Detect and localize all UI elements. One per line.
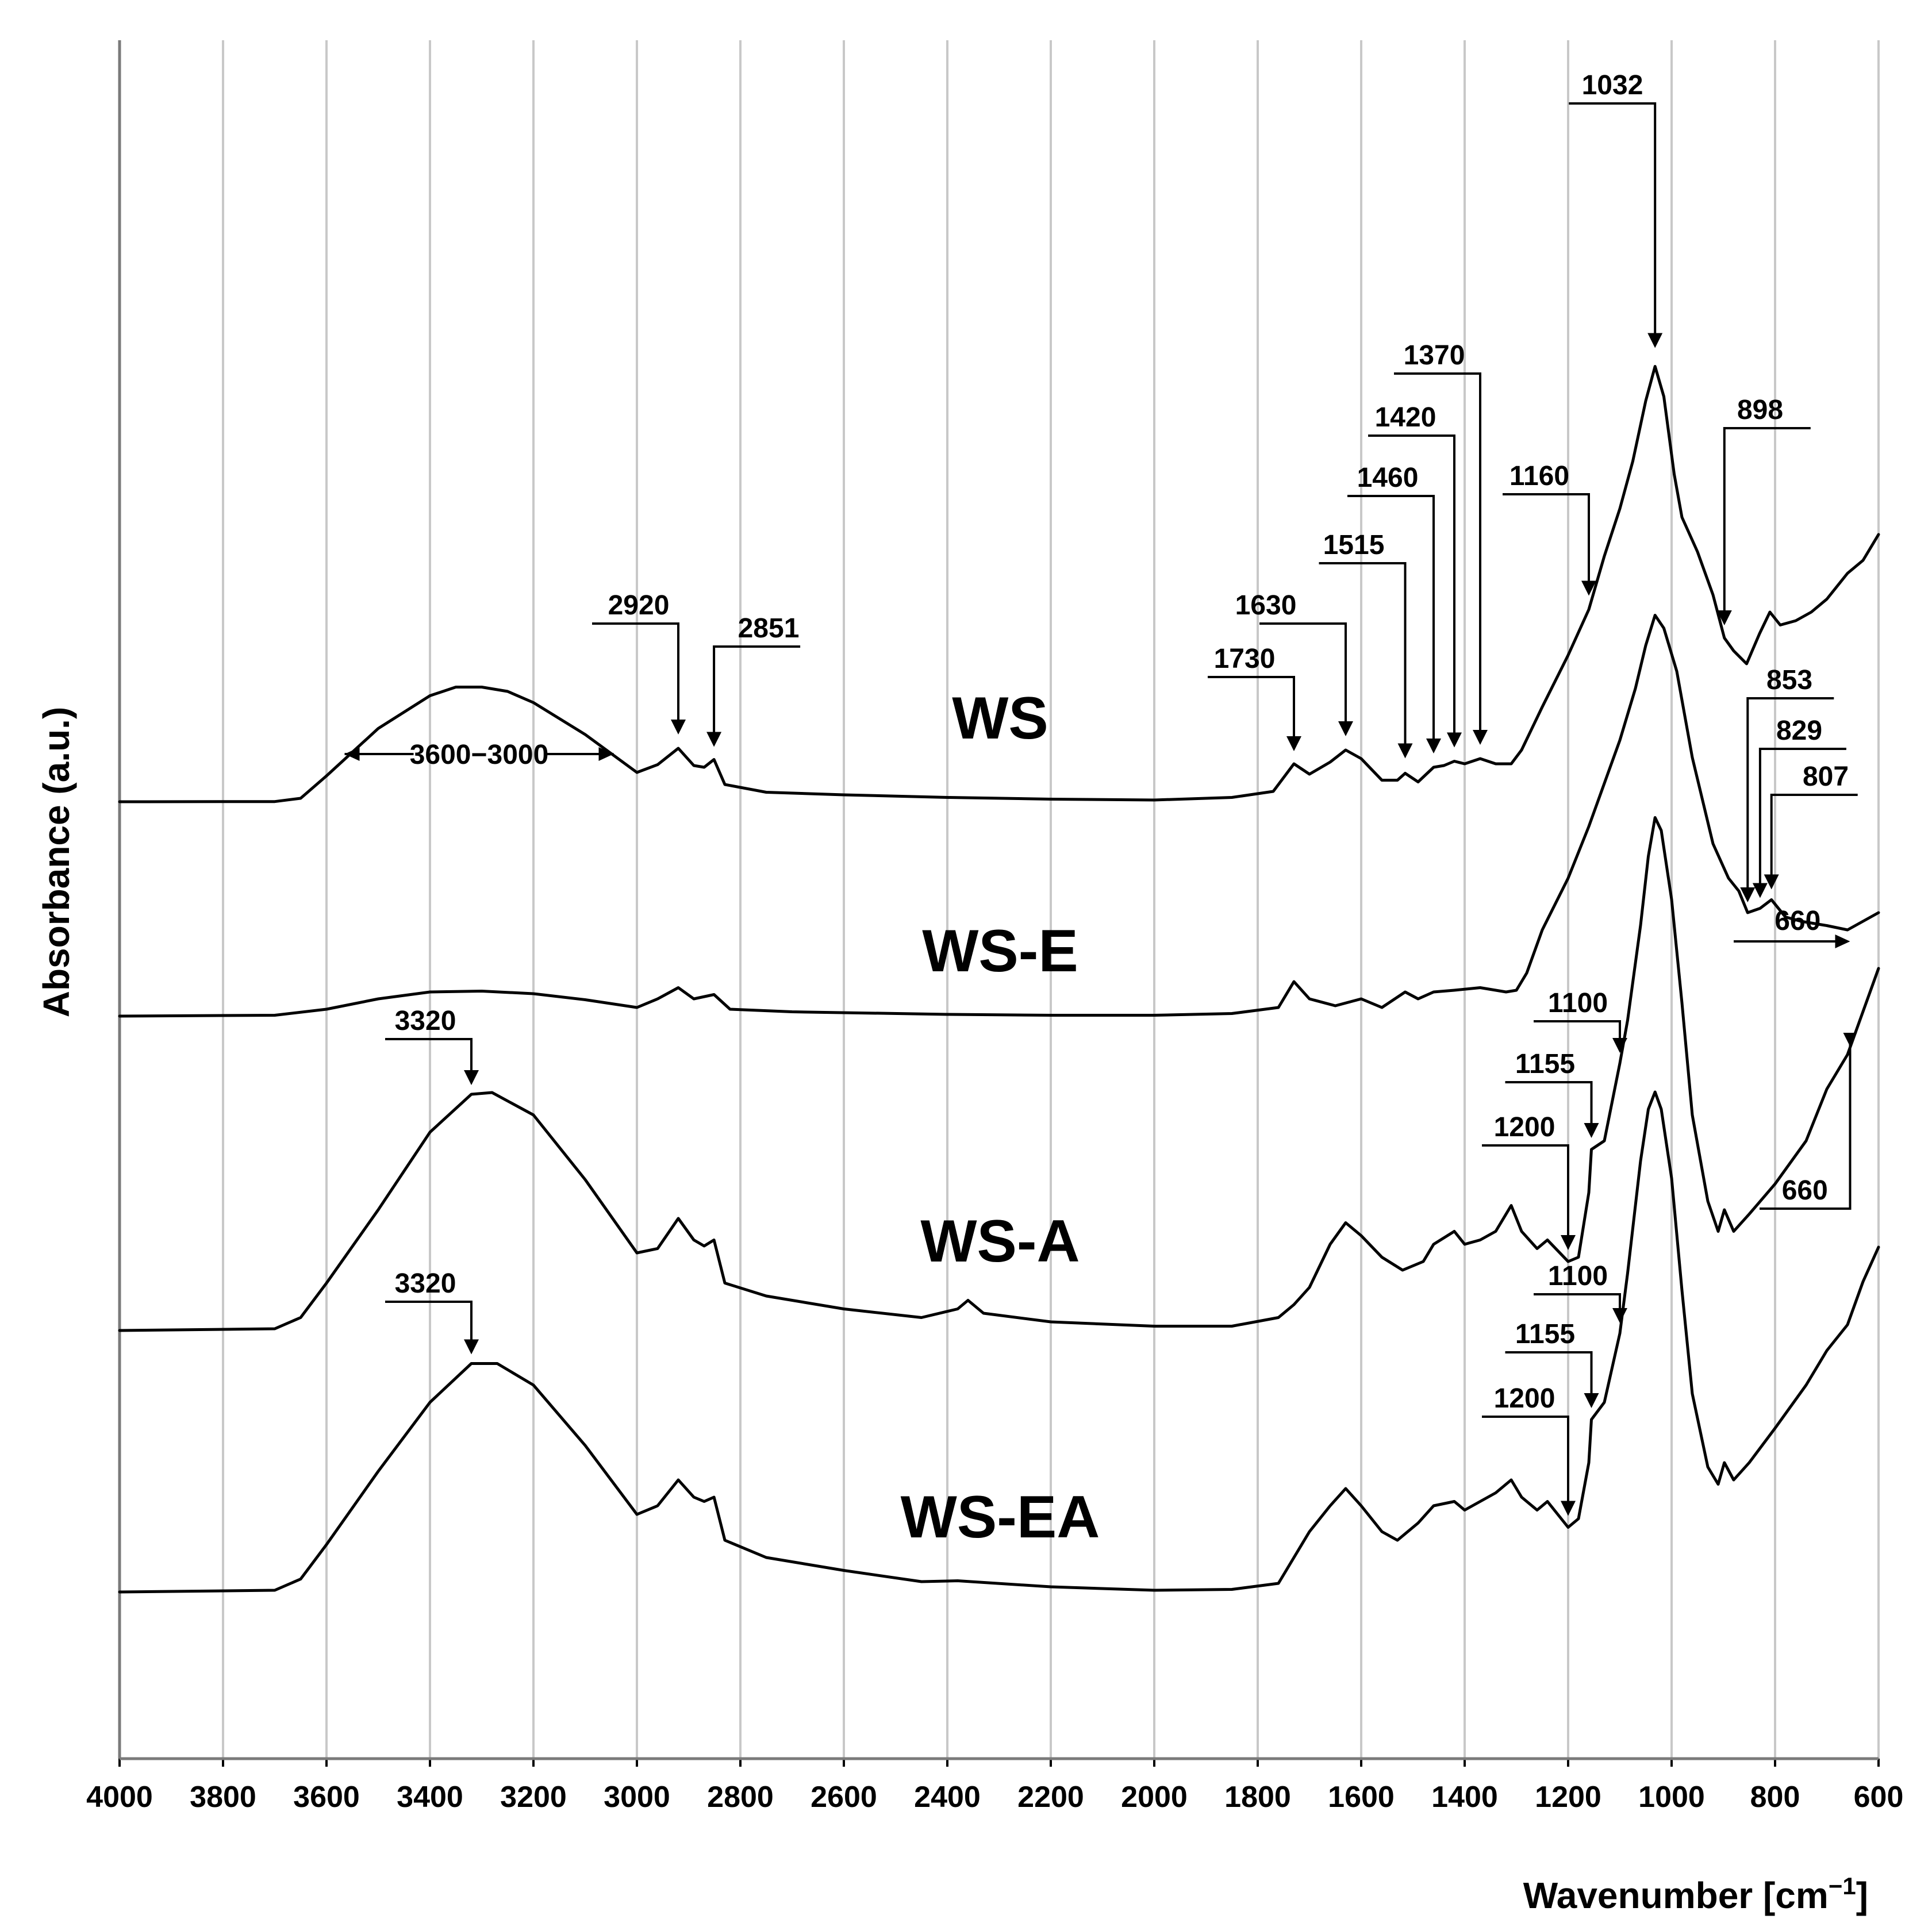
peak-annotation-ws-e-853: 853 — [1740, 665, 1834, 902]
x-tick-label-600: 600 — [1854, 1780, 1904, 1814]
svg-text:2920: 2920 — [608, 590, 670, 621]
svg-text:898: 898 — [1737, 395, 1783, 425]
svg-text:1155: 1155 — [1515, 1319, 1575, 1349]
series-ws-ea-line — [118, 1090, 1880, 1594]
x-tick-label-1400: 1400 — [1431, 1780, 1498, 1814]
svg-text:1460: 1460 — [1357, 463, 1419, 493]
svg-text:660: 660 — [1782, 1175, 1828, 1206]
peak-annotation-ws-2851: 2851 — [706, 613, 801, 747]
svg-text:829: 829 — [1776, 716, 1822, 746]
x-tick-label-2400: 2400 — [914, 1780, 981, 1814]
peak-annotation-ws-a-3320: 3320 — [385, 1006, 479, 1085]
peak-annotation-ws-1730: 1730 — [1208, 644, 1301, 751]
x-tick-label-3400: 3400 — [397, 1780, 463, 1814]
svg-text:660: 660 — [1774, 906, 1820, 936]
svg-text:1200: 1200 — [1494, 1383, 1555, 1414]
svg-text:2851: 2851 — [738, 613, 800, 644]
series-ws-line — [118, 365, 1880, 803]
x-tick-label-2200: 2200 — [1017, 1780, 1084, 1814]
peak-annotation-ws-1460: 1460 — [1347, 463, 1441, 753]
svg-text:1630: 1630 — [1235, 590, 1297, 621]
svg-text:1100: 1100 — [1548, 988, 1608, 1018]
svg-text:853: 853 — [1766, 665, 1812, 695]
series-label-ws-e: WS-E — [922, 918, 1078, 985]
x-tick-label-1800: 1800 — [1224, 1780, 1291, 1814]
peak-annotation-ws-a-1155: 1155 — [1505, 1049, 1599, 1138]
x-tick-label-1000: 1000 — [1638, 1780, 1705, 1814]
peak-annotation-ws-ea-1155: 1155 — [1505, 1319, 1599, 1408]
svg-text:1515: 1515 — [1323, 530, 1385, 560]
x-tick-label-4000: 4000 — [86, 1780, 153, 1814]
grid-layer — [118, 40, 1880, 1759]
peak-annotation-ws-a-1100: 1100 — [1534, 988, 1627, 1053]
peak-annotation-ws-ea-1100: 1100 — [1534, 1261, 1627, 1323]
x-tick-label-1200: 1200 — [1535, 1780, 1601, 1814]
series-ws-e-line — [118, 614, 1880, 1018]
peak-annotation-ws-1420: 1420 — [1368, 402, 1462, 748]
series-label-ws: WS — [952, 685, 1048, 752]
svg-text:3600−3000: 3600−3000 — [410, 740, 549, 770]
peak-annotation-ws-e-829: 829 — [1752, 716, 1846, 898]
svg-text:807: 807 — [1803, 762, 1849, 792]
svg-text:Wavenumber [cm−1]: Wavenumber [cm−1] — [1523, 1872, 1868, 1916]
svg-text:1370: 1370 — [1404, 340, 1465, 371]
peak-annotation-ws-2920: 2920 — [592, 590, 686, 734]
svg-text:1032: 1032 — [1582, 70, 1643, 101]
peak-annotation-ws-1370: 1370 — [1394, 340, 1488, 745]
y-axis-title: Absorbance (a.u.) — [36, 707, 77, 1018]
series-label-ws-ea: WS-EA — [901, 1484, 1100, 1551]
x-tick-label-2800: 2800 — [707, 1780, 774, 1814]
x-tick-label-3800: 3800 — [190, 1780, 256, 1814]
peak-annotation-ws-e-660: 660 — [1734, 906, 1850, 948]
label-layer: WS WS-E WS-A WS-EA — [901, 685, 1100, 1551]
trace-layer — [118, 365, 1880, 1594]
series-ws-a-line — [118, 816, 1880, 1332]
x-tick-label-3600: 3600 — [293, 1780, 360, 1814]
peak-annotation-ws-1630: 1630 — [1235, 590, 1353, 736]
svg-text:1100: 1100 — [1548, 1261, 1608, 1291]
x-tick-label-3200: 3200 — [500, 1780, 567, 1814]
axis-layer: 4000 3800 3600 3400 3200 3000 2800 2600 2400 2200… — [86, 40, 1903, 1814]
peak-annotation-ws-898: 898 — [1716, 395, 1811, 625]
svg-text:1155: 1155 — [1515, 1049, 1575, 1079]
peak-annotation-ws-ea-1200: 1200 — [1482, 1383, 1576, 1516]
peak-annotation-ws-ea-3320: 3320 — [385, 1268, 479, 1355]
range-annotation-ws: 3600−3000 — [344, 740, 614, 770]
svg-text:1200: 1200 — [1494, 1112, 1555, 1143]
svg-text:3320: 3320 — [395, 1006, 456, 1036]
x-tick-label-3000: 3000 — [604, 1780, 670, 1814]
peak-annotation-ws-1160: 1160 — [1503, 461, 1596, 596]
series-label-ws-a: WS-A — [920, 1208, 1080, 1275]
x-tick-label-2000: 2000 — [1121, 1780, 1188, 1814]
svg-text:1160: 1160 — [1510, 461, 1569, 491]
svg-text:1730: 1730 — [1214, 644, 1276, 674]
svg-text:1420: 1420 — [1375, 402, 1436, 433]
x-tick-label-800: 800 — [1750, 1780, 1800, 1814]
peak-annotation-ws-e-807: 807 — [1764, 762, 1858, 890]
peak-annotation-ws-1515: 1515 — [1319, 530, 1413, 759]
peak-annotation-ws-1032: 1032 — [1569, 70, 1663, 348]
x-tick-label-2600: 2600 — [811, 1780, 877, 1814]
peak-annotation-ws-a-1200: 1200 — [1482, 1112, 1576, 1250]
peak-annotation-ws-a-660: 660 — [1760, 1033, 1857, 1210]
svg-text:3320: 3320 — [395, 1268, 456, 1299]
annotation-layer: 1032 1370 1420 898 1460 1160 1515 2920 2851 1630 1… — [344, 70, 1858, 1516]
x-tick-label-1600: 1600 — [1328, 1780, 1395, 1814]
x-axis-title: Wavenumber [cm−1] — [1523, 1872, 1868, 1916]
